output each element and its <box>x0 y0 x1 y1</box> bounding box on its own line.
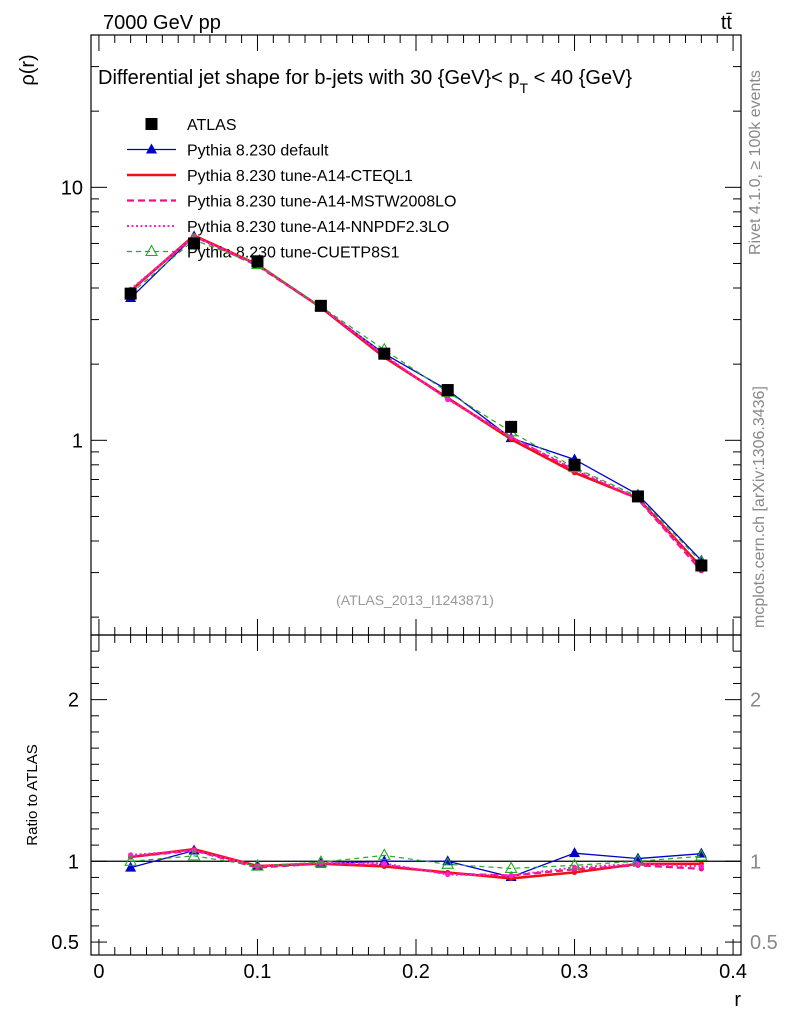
ratio-axis-ticks: 0.5 0.5 1 1 2 2 <box>51 650 778 954</box>
series-mstw <box>128 233 704 574</box>
ratio-point-nnpdf <box>381 860 387 867</box>
x-tick-label: 0.2 <box>402 961 430 983</box>
series-line-default <box>130 235 702 561</box>
ratio-series-cuetp8s1 <box>124 848 708 873</box>
chart-title-tail: < 40 {GeV} <box>528 67 632 89</box>
ratio-series-default <box>125 844 707 881</box>
ratio-point-cuetp8s1 <box>377 848 391 860</box>
ratio-point-cuetp8s1 <box>441 857 455 869</box>
data-point-nnpdf <box>508 434 514 440</box>
chart-title: Differential jet shape for b-jets with 3… <box>98 67 632 96</box>
ratio-point-cuetp8s1 <box>124 854 138 866</box>
ratio-point-cuetp8s1 <box>504 861 518 873</box>
series-cuetp8s1 <box>124 232 708 567</box>
data-point-atlas <box>631 490 644 503</box>
ratio-point-cuetp8s1 <box>314 855 328 867</box>
series-line-nnpdf <box>129 235 703 570</box>
ratio-point-cuetp8s1 <box>631 854 645 866</box>
ratio-series-group <box>124 844 708 882</box>
x-axis-ticks: 0 0.1 0.2 0.3 0.4 <box>93 35 747 983</box>
series-line-cteql1 <box>129 233 703 569</box>
legend-label: Pythia 8.230 tune-A14-NNPDF2.3LO <box>187 219 449 236</box>
data-point-atlas <box>441 384 454 397</box>
x-axis-label: r <box>734 989 741 1011</box>
ratio-point-default <box>569 847 581 858</box>
legend-label: ATLAS <box>187 117 237 134</box>
legend: ATLAS Pythia 8.230 default Pythia 8.230 tu… <box>127 117 456 262</box>
legend-label: Pythia 8.230 tune-A14-MSTW2008LO <box>187 194 456 211</box>
legend-marker <box>146 143 157 154</box>
main-series-group <box>124 230 708 574</box>
main-axis-ticks: 1 10 <box>61 34 741 618</box>
ratio-point-nnpdf <box>698 863 704 869</box>
data-point-atlas <box>124 287 137 300</box>
energy-label: 7000 GeV pp <box>103 12 221 34</box>
data-point-atlas <box>378 347 391 360</box>
data-point-atlas <box>568 458 581 471</box>
legend-entry-nnpdf: Pythia 8.230 tune-A14-NNPDF2.3LO <box>127 219 449 236</box>
mcplots-url-label: mcplots.cern.ch [arXiv:1306.3436] <box>751 386 768 628</box>
ratio-tick-label: 0.5 <box>51 932 79 954</box>
series-nnpdf <box>128 233 704 572</box>
legend-entry-cteql1: Pythia 8.230 tune-A14-CTEQL1 <box>127 168 413 185</box>
legend-label: Pythia 8.230 default <box>187 143 329 160</box>
ratio-point-cuetp8s1 <box>568 858 581 870</box>
legend-marker <box>145 244 158 257</box>
ratio-point-nnpdf <box>571 864 578 870</box>
data-point-atlas <box>314 299 327 312</box>
legend-marker <box>145 118 158 130</box>
ratio-tick-label-right: 2 <box>750 690 761 712</box>
series-default <box>125 230 707 565</box>
legend-entry-mstw: Pythia 8.230 tune-A14-MSTW2008LO <box>127 194 456 211</box>
data-point-nnpdf <box>445 396 451 403</box>
ratio-line-cuetp8s1 <box>130 854 702 870</box>
process-label: tt̄ <box>721 12 733 34</box>
legend-entry-default: Pythia 8.230 default <box>127 143 329 160</box>
chart-title-subscript: T <box>520 80 529 96</box>
y-tick-label: 10 <box>61 177 83 199</box>
legend-label: Pythia 8.230 tune-A14-CTEQL1 <box>187 168 413 185</box>
x-tick-label: 0.1 <box>244 961 272 983</box>
series-cteql1 <box>128 232 704 570</box>
x-tick-label: 0.4 <box>719 961 747 983</box>
ratio-panel-frame <box>90 634 742 956</box>
y-tick-label: 1 <box>72 430 83 452</box>
ratio-line-cteql1 <box>130 847 702 880</box>
ratio-line-nnpdf <box>130 849 702 877</box>
ratio-point-cuetp8s1 <box>187 848 201 861</box>
ratio-tick-label-right: 1 <box>750 851 761 873</box>
y-axis-label: ρ(r) <box>17 54 39 85</box>
ratio-point-cuetp8s1 <box>694 849 708 861</box>
ratio-point-default <box>125 861 137 872</box>
ratio-point-cuetp8s1 <box>251 858 264 871</box>
series-atlas <box>124 237 708 572</box>
data-point-atlas <box>188 237 201 250</box>
chart-title-main: Differential jet shape for b-jets with 3… <box>98 67 520 89</box>
ratio-point-nnpdf <box>445 871 451 878</box>
data-point-atlas <box>695 559 708 572</box>
ratio-series-cteql1 <box>128 846 704 882</box>
ratio-axis-label: Ratio to ATLAS <box>24 744 41 845</box>
series-line-cuetp8s1 <box>130 239 702 563</box>
ratio-tick-label: 2 <box>68 690 79 712</box>
rivet-version-label: Rivet 4.1.0, ≥ 100k events <box>747 70 764 255</box>
series-line-mstw <box>129 235 703 572</box>
ratio-point-nnpdf <box>508 872 514 879</box>
ratio-tick-label-right: 0.5 <box>750 932 778 954</box>
x-tick-label: 0.3 <box>561 961 589 983</box>
data-point-atlas <box>251 255 264 268</box>
ratio-tick-label: 1 <box>68 851 79 873</box>
data-point-atlas <box>505 420 518 433</box>
analysis-reference: (ATLAS_2013_I1243871) <box>336 592 494 608</box>
x-tick-label: 0 <box>93 961 104 983</box>
legend-entry-atlas: ATLAS <box>145 117 237 134</box>
